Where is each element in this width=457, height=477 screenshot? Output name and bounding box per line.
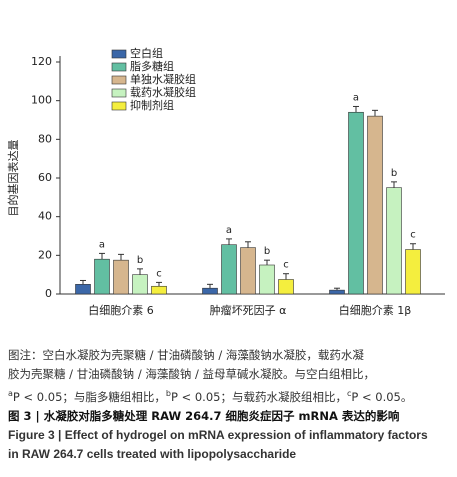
bar xyxy=(75,284,91,295)
bar xyxy=(367,115,383,295)
x-tick-label: 白细胞介素 6 xyxy=(88,303,154,317)
figure-title-en: Figure 3 | Effect of hydrogel on mRNA ex… xyxy=(8,427,428,442)
note-line: 胶为壳聚糖 / 甘油磷酸钠 / 海藻酸钠 / 益母草碱水凝胶。与空白组相比， xyxy=(8,367,376,381)
note-text: P < 0.05。 xyxy=(351,389,413,404)
y-tick-label: 20 xyxy=(38,248,52,261)
bar xyxy=(240,247,256,295)
superscript: b xyxy=(165,389,171,398)
bar xyxy=(329,289,345,295)
note-text: P < 0.05；与脂多糖组相比， xyxy=(12,389,166,404)
significance-label: c xyxy=(283,260,289,271)
y-tick-label: 40 xyxy=(38,210,52,223)
bar xyxy=(202,287,218,295)
y-tick-label: 60 xyxy=(38,171,52,184)
legend-swatch xyxy=(111,49,127,59)
superscript: c xyxy=(346,389,352,398)
y-tick-label: 80 xyxy=(38,132,52,145)
x-tick-label: 肿瘤坏死因子 α xyxy=(210,303,287,317)
y-tick-label: 100 xyxy=(31,94,52,107)
significance-label: b xyxy=(391,168,397,179)
significance-label: a xyxy=(353,92,359,103)
note-line: 图注：空白水凝胶为壳聚糖 / 甘油磷酸钠 / 海藻酸钠水凝胶，载药水凝 xyxy=(8,348,364,362)
bar xyxy=(151,285,167,295)
bar xyxy=(386,187,402,295)
bar xyxy=(132,274,148,295)
y-tick-label: 120 xyxy=(31,55,52,68)
caption: 图注：空白水凝胶为壳聚糖 / 甘油磷酸钠 / 海藻酸钠水凝胶，载药水凝 胶为壳聚… xyxy=(8,346,453,464)
significance-label: b xyxy=(137,255,143,266)
figure-title-en: in RAW 264.7 cells treated with lipopoly… xyxy=(8,446,297,461)
bar xyxy=(94,258,110,295)
note-line: aP < 0.05；与脂多糖组相比，bP < 0.05；与载药水凝胶组相比，cP… xyxy=(8,384,453,407)
legend-label: 载药水凝胶组 xyxy=(130,85,196,99)
legend-swatch xyxy=(111,75,127,85)
chart: 目的基因表达量 0 20 40 60 80 100 120 空白组脂多糖组单独水凝胶组载药水凝… xyxy=(6,46,445,317)
bar xyxy=(221,244,237,295)
x-tick-label: 白细胞介素 1β xyxy=(339,303,412,317)
figure-title-cn: 图 3 | 水凝胶对脂多糖处理 RAW 264.7 细胞炎症因子 mRNA 表达… xyxy=(8,408,400,423)
legend-label: 单独水凝胶组 xyxy=(130,72,196,86)
legend-label: 空白组 xyxy=(130,46,163,60)
note-text: P < 0.05；与载药水凝胶组相比， xyxy=(170,389,347,404)
significance-label: c xyxy=(410,230,416,241)
significance-label: a xyxy=(99,239,105,250)
bar xyxy=(113,259,129,295)
bar xyxy=(348,111,364,295)
bar xyxy=(405,249,421,295)
y-tick-label: 0 xyxy=(45,287,52,300)
legend-label: 抑制剂组 xyxy=(130,98,174,112)
bar xyxy=(278,279,294,295)
significance-label: b xyxy=(264,246,270,257)
legend-label: 脂多糖组 xyxy=(130,59,174,73)
legend-swatch xyxy=(111,101,127,111)
y-axis-label: 目的基因表达量 xyxy=(6,140,20,217)
significance-label: c xyxy=(156,268,162,279)
bar xyxy=(259,264,275,295)
legend-swatch xyxy=(111,88,127,98)
legend-swatch xyxy=(111,62,127,72)
superscript: a xyxy=(8,389,13,398)
significance-label: a xyxy=(226,225,232,236)
